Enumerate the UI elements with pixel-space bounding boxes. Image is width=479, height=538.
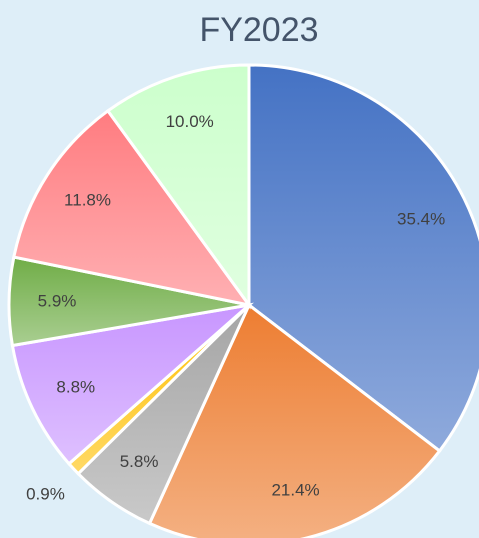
- pie-slice: [247, 63, 479, 454]
- data-label: 8.8%: [56, 377, 95, 396]
- data-label: 10.0%: [166, 112, 214, 131]
- data-label: 0.9%: [26, 484, 65, 503]
- chart-title: FY2023: [199, 11, 318, 49]
- data-label: 35.4%: [397, 209, 445, 228]
- data-label: 11.8%: [64, 191, 111, 210]
- data-label: 5.8%: [120, 452, 159, 471]
- data-label: 21.4%: [271, 481, 319, 500]
- pie-slice: [10, 302, 254, 466]
- data-label: 5.9%: [38, 291, 77, 310]
- pie-slice: [105, 63, 251, 310]
- pie-slice: [12, 108, 253, 308]
